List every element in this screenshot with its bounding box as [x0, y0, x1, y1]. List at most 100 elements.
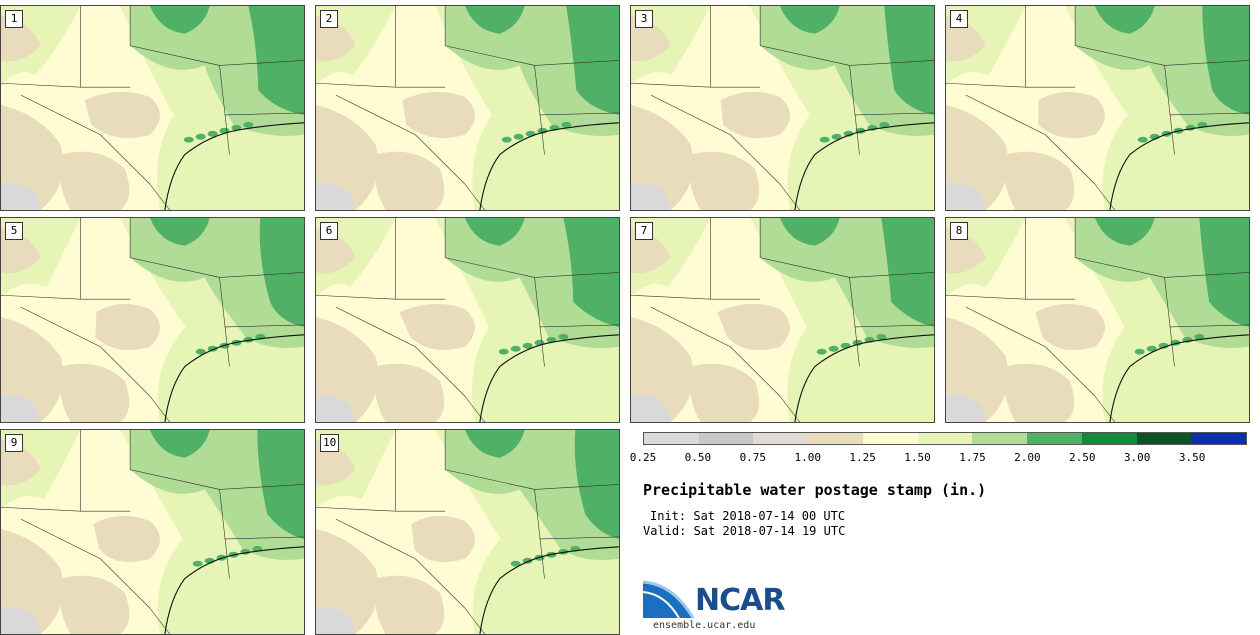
member-number: 3: [635, 10, 653, 28]
state-borders: [631, 6, 934, 155]
gulf-coastline: [479, 334, 619, 422]
pw-cell: [1194, 333, 1205, 340]
member-number: 9: [5, 434, 23, 452]
pw-map: [1, 430, 304, 634]
pw-cell: [501, 136, 512, 143]
border-mexico: [650, 306, 801, 422]
pw-contour-200: [465, 218, 525, 246]
member-number: 10: [320, 434, 340, 452]
pw-contour-100: [689, 363, 760, 422]
pw-contour-200: [884, 6, 934, 115]
member-number: 6: [320, 222, 338, 240]
pw-map: [316, 6, 619, 210]
pw-contour-200: [780, 218, 840, 246]
legend-swatch: [972, 433, 1028, 444]
legend-label: 3.50: [1178, 451, 1206, 464]
pw-contour-100: [59, 575, 130, 634]
legend-swatch: [698, 433, 754, 444]
pw-cell: [876, 333, 887, 340]
member-panel-1: 1: [0, 5, 305, 211]
border-mexico: [335, 518, 486, 634]
pw-contour-100: [84, 91, 160, 139]
pw-cell: [831, 133, 842, 140]
pw-contour-200: [574, 430, 619, 539]
pw-contour-200: [259, 218, 304, 327]
pw-contour-200: [1095, 6, 1155, 34]
pw-cell: [231, 124, 242, 131]
gulf-coastline: [479, 122, 619, 210]
pw-cell: [561, 121, 572, 128]
border-mexico: [335, 94, 486, 210]
legend-swatch: [917, 433, 973, 444]
valid-time: Valid: Sat 2018-07-14 19 UTC: [643, 524, 846, 538]
pw-cell: [1158, 342, 1169, 349]
pw-contour-100: [1035, 303, 1105, 351]
pw-contour-075: [631, 395, 671, 422]
pw-contour-200: [248, 6, 304, 115]
member-panel-5: 5: [0, 217, 305, 423]
member-panel-9: 9: [0, 429, 305, 635]
legend-swatch: [753, 433, 809, 444]
member-number: 2: [320, 10, 338, 28]
pw-map: [1, 6, 304, 210]
legend-swatch: [1027, 433, 1082, 444]
pw-contour-100: [374, 151, 445, 210]
pw-contour-075: [316, 607, 356, 634]
pw-cell: [207, 130, 218, 137]
gulf-coastline: [794, 334, 934, 422]
legend-label: 3.00: [1123, 451, 1151, 464]
pw-contour-075: [631, 183, 671, 210]
pw-cell: [546, 336, 557, 343]
pw-map: [631, 218, 934, 422]
legend-swatch: [1081, 433, 1137, 444]
pw-contour-100: [1004, 151, 1075, 210]
pw-contour-200: [1095, 218, 1155, 246]
pw-cell: [513, 133, 524, 140]
pw-contour-200: [563, 218, 619, 327]
legend-swatch: [1191, 433, 1247, 444]
gulf-coastline: [164, 122, 304, 210]
pw-cell: [183, 136, 194, 143]
legend-label: 1.25: [849, 451, 876, 464]
pw-cell: [243, 121, 254, 128]
pw-contour-200: [566, 6, 619, 115]
pw-cell: [195, 133, 206, 140]
pw-contour-075: [316, 395, 356, 422]
init-time: Init: Sat 2018-07-14 00 UTC: [650, 509, 846, 523]
pw-contour-200: [881, 218, 934, 327]
pw-contour-100: [402, 91, 475, 139]
member-number: 8: [950, 222, 968, 240]
member-panel-6: 6: [315, 217, 620, 423]
pw-cell: [192, 560, 203, 567]
member-number: 1: [5, 10, 23, 28]
pw-contour-075: [1, 607, 41, 634]
pw-contour-200: [257, 430, 304, 539]
pw-contour-100: [717, 303, 790, 351]
pw-contour-100: [399, 303, 475, 351]
pw-contour-075: [1, 183, 41, 210]
logo-wordmark: NCAR: [695, 583, 785, 618]
legend-label: 1.50: [904, 451, 931, 464]
state-borders: [316, 6, 619, 155]
pw-cell: [522, 342, 533, 349]
member-panel-10: 10: [315, 429, 620, 635]
member-panel-7: 7: [630, 217, 935, 423]
pw-cell: [1146, 345, 1157, 352]
border-mexico: [335, 306, 486, 422]
pw-cell: [840, 342, 851, 349]
state-borders: [316, 430, 619, 579]
plot-title: Precipitable water postage stamp (in.): [643, 481, 987, 499]
pw-contour-100: [59, 363, 130, 422]
pw-contour-200: [465, 430, 525, 458]
pw-contour-100: [1004, 363, 1075, 422]
state-borders: [1, 218, 304, 367]
pw-cell: [510, 345, 521, 352]
legend-label: 2.50: [1069, 451, 1096, 464]
pw-map: [316, 430, 619, 634]
legend-label: 0.50: [684, 451, 712, 464]
member-panel-4: 4: [945, 5, 1250, 211]
legend-labels: 0.25 0.50 0.75 1.00 1.25 1.50 1.75 2.00 2.50 3.00…: [630, 451, 1247, 465]
gulf-coastline: [794, 122, 934, 210]
pw-contour-200: [465, 6, 525, 34]
pw-contour-100: [1038, 91, 1105, 139]
